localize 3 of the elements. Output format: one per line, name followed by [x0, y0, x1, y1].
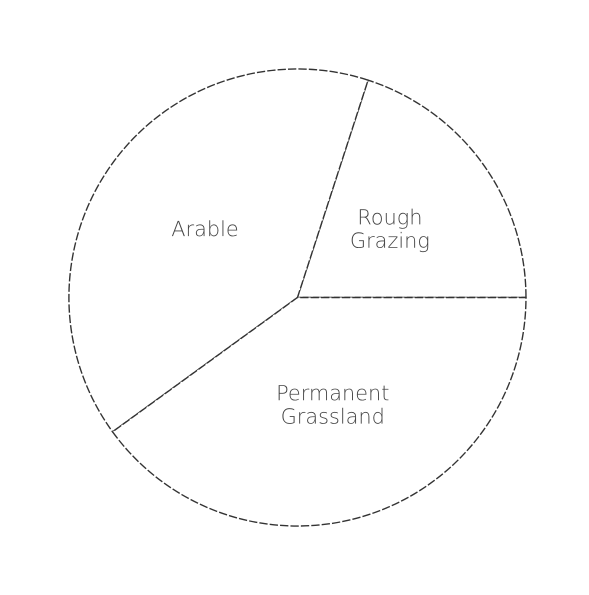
- slice-label: Rough Grazing: [352, 208, 428, 252]
- slice-label: Permanent Grassland: [278, 385, 388, 424]
- slice-label: Arable: [172, 220, 238, 236]
